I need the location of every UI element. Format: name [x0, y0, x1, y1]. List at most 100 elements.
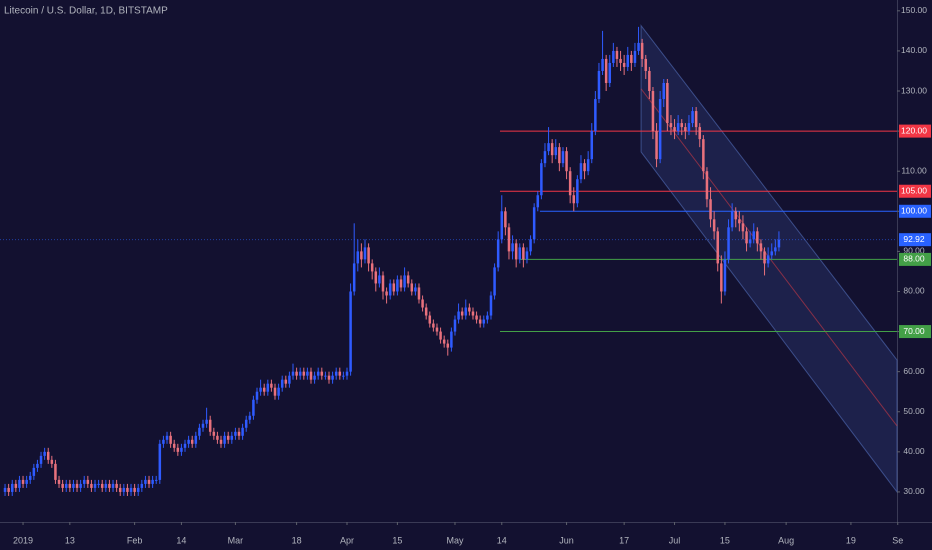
- candle-body: [306, 371, 309, 376]
- candle-body: [568, 171, 572, 196]
- candle-body: [712, 219, 716, 232]
- candle-body: [324, 375, 327, 377]
- plot-area: [0, 24, 898, 496]
- candle-body: [662, 82, 666, 100]
- x-tick-label: 18: [292, 535, 302, 545]
- candle-body: [259, 387, 262, 392]
- candle-body: [676, 123, 680, 132]
- candle-body: [385, 291, 388, 296]
- candle-body: [565, 151, 568, 172]
- candle-body: [435, 327, 439, 332]
- candle-body: [180, 447, 183, 452]
- y-tick-label: 150.00: [901, 5, 927, 15]
- candle-body: [93, 483, 97, 488]
- candle-body: [399, 279, 403, 288]
- x-tick-label: Se: [892, 535, 903, 545]
- x-tick-label: Jul: [669, 535, 681, 545]
- candle-body: [658, 99, 662, 160]
- candle-body: [691, 111, 694, 124]
- candle-body: [583, 163, 586, 172]
- candle-body: [705, 171, 709, 200]
- candle-body: [684, 127, 687, 132]
- candle-body: [244, 419, 248, 428]
- candle-body: [709, 199, 712, 220]
- candle-body: [374, 271, 378, 284]
- candle-body: [82, 479, 86, 484]
- candle-body: [198, 427, 201, 436]
- candle-body: [673, 127, 676, 132]
- candle-body: [507, 227, 511, 252]
- candle-body: [457, 311, 460, 320]
- candle-body: [43, 451, 46, 456]
- candle-body: [597, 70, 601, 100]
- candle-body: [57, 479, 61, 484]
- candle-body: [190, 439, 194, 444]
- candle-body: [64, 483, 68, 488]
- candle-body: [738, 219, 741, 224]
- x-tick-label: 17: [619, 535, 629, 545]
- candle-body: [406, 275, 410, 284]
- candle-body: [100, 483, 104, 488]
- candle-body: [327, 375, 331, 380]
- candle-body: [61, 483, 64, 488]
- candle-body: [410, 283, 414, 292]
- candle-body: [216, 435, 219, 440]
- candle-body: [446, 343, 450, 348]
- candle-body: [201, 423, 205, 428]
- candle-body: [518, 247, 522, 260]
- candle-body: [172, 443, 176, 448]
- candle-body: [594, 99, 597, 132]
- candle-body: [453, 319, 457, 332]
- candle-body: [525, 251, 529, 260]
- candle-body: [252, 399, 255, 416]
- candle-body: [118, 487, 122, 492]
- candle-body: [720, 263, 723, 292]
- candle-body: [208, 419, 212, 432]
- candle-body: [147, 479, 151, 484]
- candle-body: [698, 127, 702, 140]
- candle-body: [309, 371, 313, 380]
- candle-body: [669, 123, 673, 128]
- candle-body: [144, 479, 147, 484]
- candle-body: [280, 379, 284, 388]
- candle-body: [79, 483, 82, 488]
- candle-body: [334, 371, 338, 376]
- candle-body: [752, 231, 755, 240]
- candle-body: [154, 479, 158, 481]
- candle-body: [424, 307, 428, 316]
- candle-body: [774, 247, 777, 252]
- candle-body: [262, 387, 266, 392]
- candle-body: [421, 299, 424, 308]
- candle-body: [183, 443, 187, 448]
- candle-body: [255, 391, 259, 400]
- candle-body: [741, 223, 745, 232]
- candle-body: [536, 195, 540, 208]
- level-label-bg: [899, 252, 931, 266]
- candle-body: [612, 50, 615, 63]
- candle-body: [68, 483, 72, 488]
- candle-body: [766, 255, 770, 264]
- candle-body: [3, 487, 7, 492]
- candle-body: [97, 483, 100, 485]
- candle-body: [637, 42, 640, 51]
- candle-body: [554, 147, 558, 156]
- candle-body: [615, 50, 619, 59]
- candle-body: [302, 371, 306, 376]
- y-tick-label: 140.00: [901, 45, 927, 55]
- x-tick-label: 14: [497, 535, 507, 545]
- candle-body: [111, 483, 115, 488]
- candle-body: [331, 375, 334, 380]
- candle-body: [493, 267, 496, 296]
- candle-body: [547, 143, 550, 152]
- candle-body: [50, 459, 54, 464]
- candle-body: [558, 147, 561, 164]
- candle-body: [759, 243, 763, 252]
- candle-body: [363, 247, 367, 260]
- y-tick-label: 30.00: [903, 486, 925, 496]
- candle-body: [270, 383, 273, 388]
- y-tick-label: 130.00: [901, 85, 927, 95]
- candle-body: [230, 435, 234, 440]
- candle-body: [482, 319, 486, 324]
- candle-body: [586, 159, 590, 172]
